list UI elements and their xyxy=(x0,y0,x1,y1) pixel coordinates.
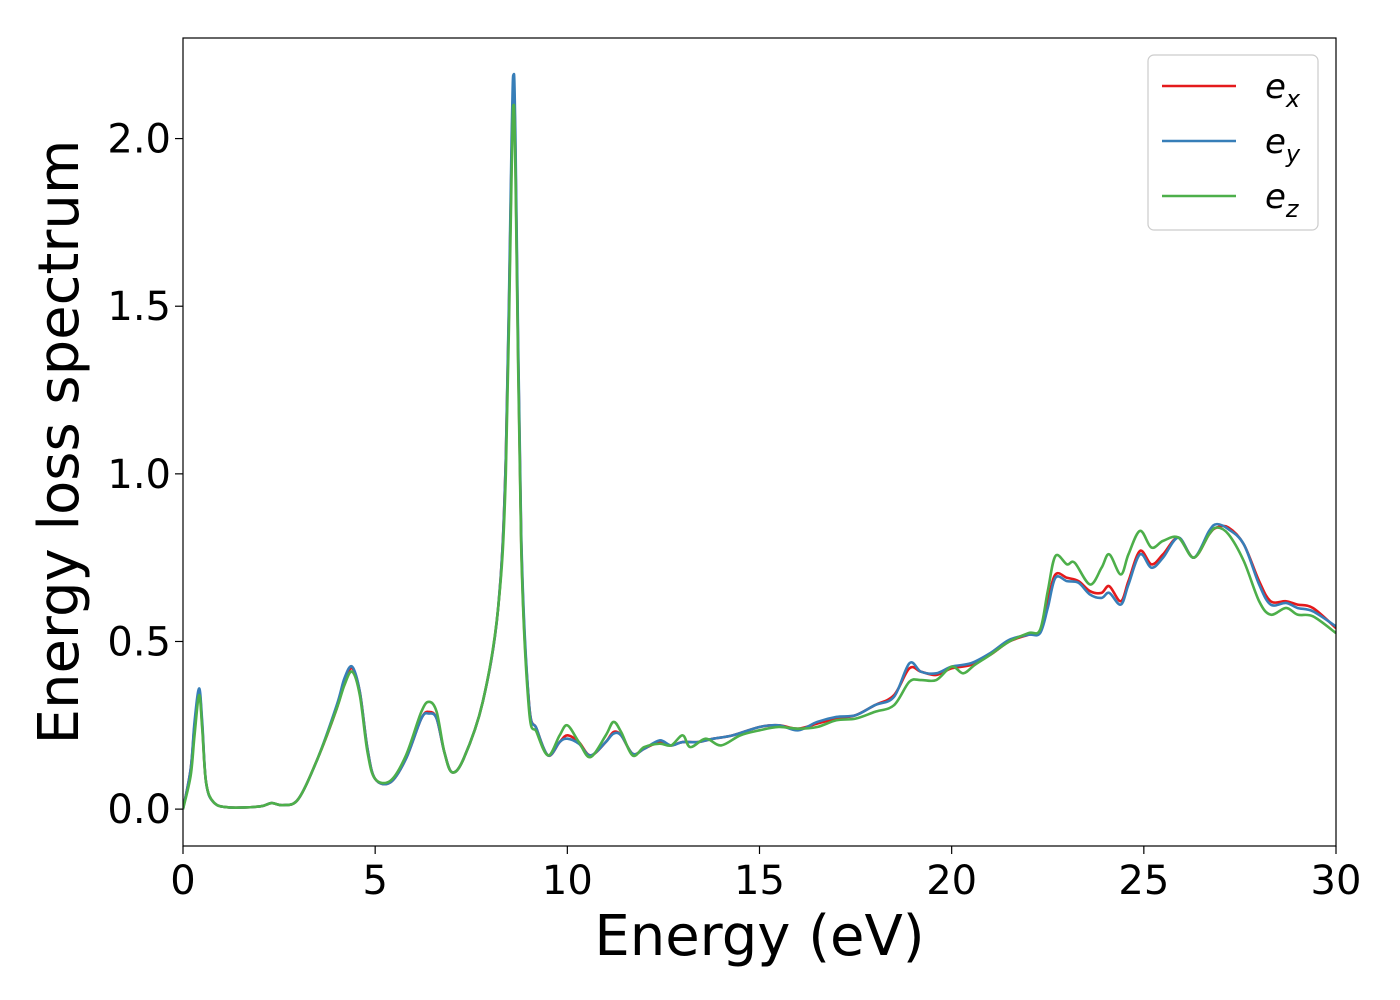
legend-label-ey: ey xyxy=(1265,122,1301,168)
legend-label-ez: ez xyxy=(1265,177,1300,223)
x-tick-label: 25 xyxy=(1118,858,1169,904)
y-tick-label: 1.0 xyxy=(107,452,171,498)
x-tick-label: 30 xyxy=(1311,858,1362,904)
y-axis-title: Energy loss spectrum xyxy=(27,140,92,745)
y-tick-label: 0.5 xyxy=(107,619,171,665)
x-axis: 0 5 10 15 20 25 30 xyxy=(170,846,1361,904)
legend-box xyxy=(1147,54,1319,231)
plot-lines xyxy=(183,72,1336,810)
legend-label-ex: ex xyxy=(1265,67,1301,113)
x-tick-label: 15 xyxy=(734,858,785,904)
x-tick-label: 0 xyxy=(170,858,195,904)
x-tick-label: 20 xyxy=(926,858,977,904)
y-axis: 0.0 0.5 1.0 1.5 2.0 xyxy=(107,117,183,833)
y-tick-label: 1.5 xyxy=(107,284,171,330)
x-tick-label: 10 xyxy=(542,858,593,904)
legend: ex ey ez xyxy=(1147,54,1319,231)
y-tick-label: 0.0 xyxy=(107,787,171,833)
x-axis-title: Energy (eV) xyxy=(594,904,924,969)
y-tick-label: 2.0 xyxy=(107,117,171,163)
x-tick-label: 5 xyxy=(362,858,387,904)
series-line-ez xyxy=(183,103,1336,810)
